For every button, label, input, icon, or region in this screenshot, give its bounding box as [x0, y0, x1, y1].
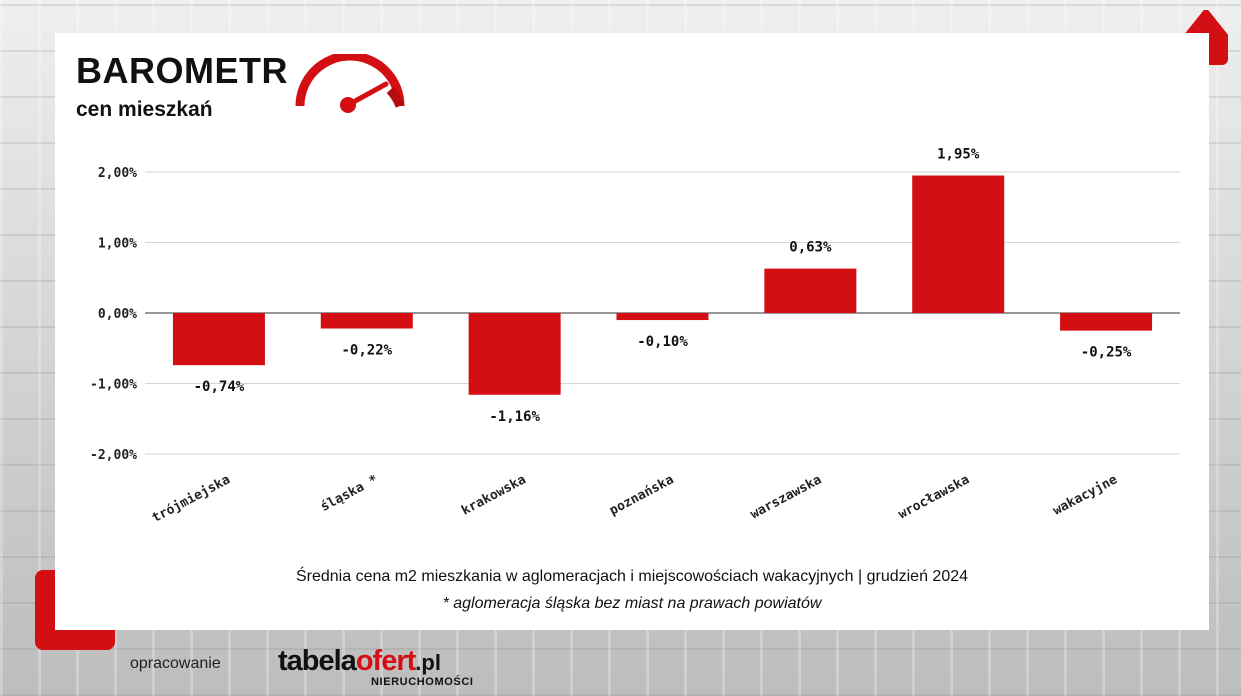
x-tick-label: wrocławska: [896, 472, 972, 522]
logo-part-1: tabela: [278, 645, 357, 677]
bar-1: [320, 313, 413, 329]
bar-4: [764, 268, 857, 313]
y-tick-label: 0,00%: [98, 307, 137, 322]
logo-tld: .pl: [415, 650, 441, 675]
bars: [172, 175, 1153, 395]
y-tick-label: 1,00%: [98, 237, 137, 252]
logo-subtitle: NIERUCHOMOŚCI: [371, 676, 474, 688]
bar-2: [468, 313, 561, 395]
value-label: 0,63%: [789, 240, 832, 256]
grid-lines: [145, 171, 1180, 455]
y-tick-label: -1,00%: [90, 378, 137, 393]
value-label: -0,22%: [341, 343, 392, 359]
logo-part-2: ofert: [355, 645, 416, 677]
x-tick-label: poznańska: [607, 472, 676, 518]
gauge-icon: [295, 54, 405, 113]
x-axis-labels: trójmiejska śląska * krakowska poznańska war…: [150, 472, 1120, 526]
y-tick-label: -2,00%: [90, 448, 137, 463]
value-label: -0,10%: [637, 334, 688, 350]
x-tick-label: krakowska: [459, 472, 528, 518]
bar-3: [616, 313, 709, 321]
value-label: -1,16%: [489, 409, 540, 425]
value-labels: -0,74% -0,22% -1,16% -0,10% 0,63% 1,95% -0,25%: [194, 147, 1132, 425]
x-tick-label: śląska *: [318, 472, 380, 515]
bar-5: [912, 175, 1005, 313]
chart-footnote: * aglomeracja śląska bez miast na prawac…: [442, 595, 822, 612]
bar-0: [172, 313, 265, 366]
page-title: BAROMETR: [76, 50, 288, 91]
value-label: 1,95%: [937, 147, 980, 163]
page-subtitle: cen mieszkań: [76, 98, 213, 121]
bar-chart: 2,00% 1,00% 0,00% -1,00% -2,00% -0,74% -0,22%…: [90, 147, 1180, 526]
value-label: -0,25%: [1081, 345, 1132, 361]
y-axis-ticks: 2,00% 1,00% 0,00% -1,00% -2,00%: [90, 166, 137, 463]
chart-caption: Średnia cena m2 mieszkania w aglomeracja…: [295, 568, 969, 585]
value-label: -0,74%: [194, 379, 245, 395]
footer-label: opracowanie: [130, 655, 221, 672]
tabelaofert-logo: tabelaofert.pl NIERUCHOMOŚCI: [278, 645, 473, 688]
y-tick-label: 2,00%: [98, 166, 137, 181]
x-tick-label: wakacyjne: [1051, 472, 1120, 518]
x-tick-label: trójmiejska: [150, 472, 233, 526]
bar-6: [1060, 313, 1153, 331]
x-tick-label: warszawska: [748, 472, 824, 522]
